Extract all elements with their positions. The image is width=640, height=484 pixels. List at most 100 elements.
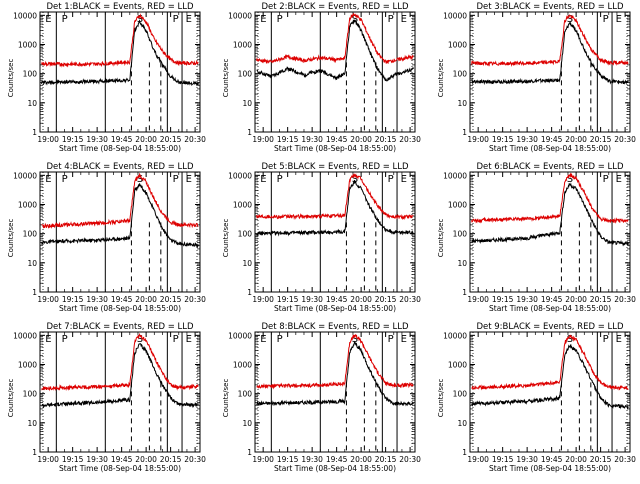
x-tick-label: 19:30 <box>86 295 108 304</box>
x-tick-label: 20:30 <box>614 455 636 464</box>
x-tick-label: 19:30 <box>86 455 108 464</box>
lld-series-line <box>471 172 629 224</box>
detector-panel-9: Det 9:BLACK = Events, RED = LLD S P E 1 10 100… <box>437 322 636 473</box>
x-tick-label: 19:15 <box>277 455 299 464</box>
region-letter: E <box>616 334 622 345</box>
x-tick-label: 19:15 <box>492 455 514 464</box>
detector-panel-3: Det 3:BLACK = Events, RED = LLD S P E 1 10 100… <box>437 2 636 153</box>
x-tick-label: 19:45 <box>541 295 563 304</box>
y-tick-label: 1 <box>32 288 37 297</box>
x-tick-label: 20:30 <box>399 455 421 464</box>
x-tick-label: 20:15 <box>590 295 612 304</box>
y-tick-label: 10000 <box>13 331 37 340</box>
region-letter: S <box>352 174 358 185</box>
x-tick-label: 20:15 <box>160 455 182 464</box>
y-tick-label: 1000 <box>18 360 37 369</box>
x-tick-label: 20:30 <box>184 135 206 144</box>
y-tick-label: 10 <box>457 99 467 108</box>
events-series-line <box>256 340 414 407</box>
x-tick-label: 19:30 <box>86 135 108 144</box>
x-axis-label: Start Time (08-Sep-04 18:55:00) <box>59 304 181 313</box>
y-tick-label: 10 <box>242 259 252 268</box>
x-tick-label: 20:30 <box>614 135 636 144</box>
y-tick-label: 100 <box>23 70 38 79</box>
y-tick-label: 10000 <box>443 331 467 340</box>
detector-panel-6: Det 6:BLACK = Events, RED = LLD S P E 1 10 100… <box>437 162 636 313</box>
region-letter: E <box>45 174 51 185</box>
lld-series-line <box>41 13 199 68</box>
y-tick-label: 1000 <box>448 360 467 369</box>
lld-series-line <box>471 14 629 67</box>
y-tick-label: 1000 <box>18 200 37 209</box>
region-letter: S <box>567 334 573 345</box>
events-series-line <box>471 20 629 86</box>
x-tick-label: 19:45 <box>111 455 133 464</box>
region-letter: E <box>616 14 622 25</box>
region-letter: P <box>277 174 283 185</box>
y-axis-label: Counts/sec <box>7 59 15 98</box>
y-tick-label: 10 <box>27 99 37 108</box>
region-letter: P <box>173 14 179 25</box>
region-letter: S <box>352 334 358 345</box>
events-series-line <box>256 180 414 238</box>
x-tick-label: 19:15 <box>62 295 84 304</box>
panel-title: Det 2:BLACK = Events, RED = LLD <box>261 2 409 12</box>
y-axis-label: Counts/sec <box>222 59 230 98</box>
panel-title: Det 6:BLACK = Events, RED = LLD <box>476 162 624 172</box>
x-tick-label: 19:15 <box>62 135 84 144</box>
x-axis-label: Start Time (08-Sep-04 18:55:00) <box>489 144 611 153</box>
y-tick-label: 1 <box>247 128 252 137</box>
y-tick-label: 10000 <box>13 11 37 20</box>
y-tick-label: 1000 <box>233 200 252 209</box>
x-tick-label: 19:30 <box>301 455 323 464</box>
y-axis-label: Counts/sec <box>437 219 445 258</box>
y-tick-label: 1 <box>462 288 467 297</box>
x-tick-label: 20:00 <box>135 295 157 304</box>
events-series-line <box>41 183 199 248</box>
x-tick-label: 20:15 <box>375 455 397 464</box>
region-letter: E <box>616 174 622 185</box>
events-series-line <box>41 343 199 409</box>
events-series-line <box>41 19 199 87</box>
y-tick-label: 1 <box>32 128 37 137</box>
y-tick-label: 1000 <box>448 40 467 49</box>
y-tick-label: 100 <box>453 70 468 79</box>
x-tick-label: 19:00 <box>467 455 489 464</box>
y-tick-label: 1000 <box>233 40 252 49</box>
y-tick-label: 10000 <box>13 171 37 180</box>
x-tick-label: 20:15 <box>590 135 612 144</box>
y-tick-label: 100 <box>23 390 38 399</box>
y-tick-label: 1 <box>462 448 467 457</box>
x-axis-label: Start Time (08-Sep-04 18:55:00) <box>274 304 396 313</box>
region-letter: E <box>186 14 192 25</box>
region-letter: S <box>137 174 143 185</box>
lld-series-line <box>256 334 414 390</box>
y-tick-label: 100 <box>238 70 253 79</box>
region-letter: P <box>173 334 179 345</box>
x-tick-label: 19:00 <box>467 135 489 144</box>
x-tick-label: 19:15 <box>492 135 514 144</box>
plot-frame <box>254 171 416 293</box>
x-tick-label: 19:15 <box>492 295 514 304</box>
x-tick-label: 20:15 <box>590 455 612 464</box>
region-letter: S <box>137 14 143 25</box>
x-tick-label: 20:15 <box>160 295 182 304</box>
y-tick-label: 100 <box>453 390 468 399</box>
x-axis-label: Start Time (08-Sep-04 18:55:00) <box>274 464 396 473</box>
x-tick-label: 20:30 <box>399 295 421 304</box>
x-tick-label: 19:45 <box>541 135 563 144</box>
region-letter: S <box>137 334 143 345</box>
x-axis-label: Start Time (08-Sep-04 18:55:00) <box>59 144 181 153</box>
y-tick-label: 100 <box>238 390 253 399</box>
region-letter: P <box>388 334 394 345</box>
x-tick-label: 20:00 <box>350 455 372 464</box>
x-tick-label: 19:30 <box>301 135 323 144</box>
x-tick-label: 19:00 <box>252 295 274 304</box>
y-tick-label: 100 <box>238 230 253 239</box>
x-tick-label: 20:15 <box>375 135 397 144</box>
y-tick-label: 10 <box>242 419 252 428</box>
